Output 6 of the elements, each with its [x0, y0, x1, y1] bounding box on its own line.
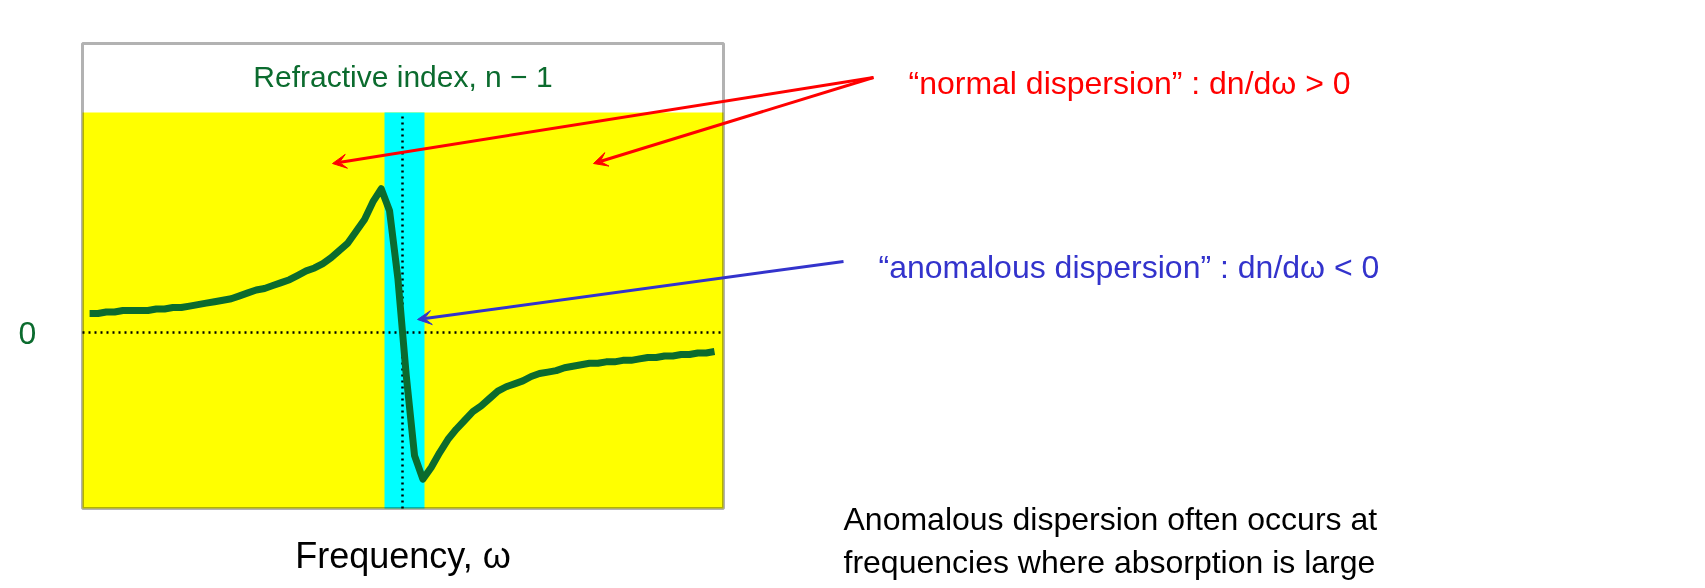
text: “anomalous dispersion” : dn/dω < 0 — [878, 248, 1380, 285]
x-axis-title: Frequency, ω — [295, 535, 511, 576]
ref-line-label: 0 — [18, 314, 37, 351]
text: Anomalous dispersion often occurs at frequencies where absorption is large — [843, 500, 1378, 580]
text: “normal dispersion” : dn/dω > 0 — [908, 64, 1351, 101]
chart-title: Refractive index, n − 1 — [253, 60, 553, 93]
